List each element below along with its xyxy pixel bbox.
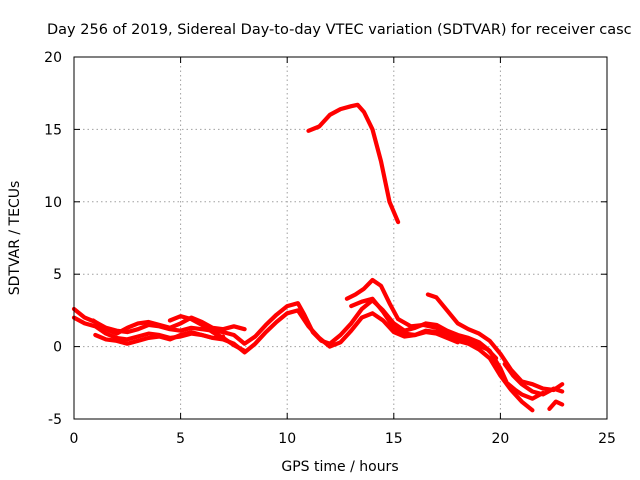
series-arc-6 [306, 102, 401, 225]
x-tick-label: 25 [598, 431, 616, 447]
y-tick-label: 0 [53, 340, 62, 356]
x-tick-label: 5 [176, 431, 185, 447]
y-tick-label: 20 [44, 50, 62, 66]
x-tick-label: 10 [278, 431, 296, 447]
y-tick-label: 10 [44, 195, 62, 211]
y-tick-label: -5 [48, 412, 62, 428]
series-arc-10 [502, 361, 565, 397]
series-arc-4 [93, 330, 226, 346]
chart-title: Day 256 of 2019, Sidereal Day-to-day VTE… [47, 22, 632, 38]
y-axis-label: SDTVAR / TECUs [7, 181, 23, 296]
series-arc-11 [547, 399, 565, 411]
ticks: 0 5 10 15 20 25 -5 0 5 10 15 20 [44, 50, 616, 447]
series-arc-9 [425, 292, 565, 393]
x-tick-label: 20 [491, 431, 509, 447]
y-tick-label: 5 [53, 267, 62, 283]
plot-frame [73, 56, 608, 420]
y-tick-label: 15 [44, 122, 62, 138]
series-layer [71, 102, 565, 413]
series-arc-5 [167, 314, 247, 353]
series-arc-8 [349, 296, 460, 345]
x-tick-label: 15 [385, 431, 403, 447]
x-tick-label: 0 [70, 431, 79, 447]
series-arc-3 [91, 315, 247, 336]
x-axis-label: GPS time / hours [281, 459, 398, 475]
grid [74, 57, 607, 419]
series-arc-7 [344, 277, 499, 361]
